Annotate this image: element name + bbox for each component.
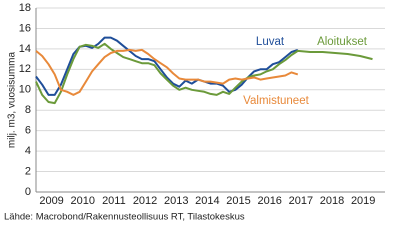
x-tick-label: 2011 — [102, 195, 126, 207]
series-label: Aloitukset — [317, 36, 368, 48]
x-tick-label: 2010 — [70, 195, 94, 207]
chart: milj. m3, vuosisumma Lähde: Macrobond/Ra… — [4, 2, 385, 223]
y-tick-label: 0 — [25, 186, 31, 198]
y-tick-label: 18 — [19, 2, 31, 14]
y-tick-label: 16 — [19, 22, 31, 34]
source-note: Lähde: Macrobond/Rakennusteollisuus RT, … — [4, 212, 245, 223]
x-tick-label: 2012 — [133, 195, 157, 207]
y-tick-label: 4 — [25, 145, 31, 157]
x-tick-label: 2014 — [195, 195, 219, 207]
series-line — [35, 42, 373, 105]
y-tick-label: 6 — [25, 125, 31, 137]
y-tick-label: 14 — [19, 43, 31, 55]
x-tick-label: 2019 — [351, 195, 375, 207]
x-tick-label: 2016 — [257, 195, 281, 207]
y-axis-label: milj. m3, vuosisumma — [7, 52, 18, 149]
x-tick-label: 2017 — [289, 195, 313, 207]
series-label: Valmistuneet — [243, 95, 309, 107]
x-tick-label: 2013 — [164, 195, 188, 207]
x-tick-label: 2015 — [226, 195, 250, 207]
y-tick-label: 10 — [19, 84, 31, 96]
series-line — [35, 48, 299, 96]
y-tick-label: 12 — [19, 63, 31, 75]
y-tick-label: 2 — [25, 165, 31, 177]
x-tick-label: 2009 — [39, 195, 63, 207]
y-tick-label: 8 — [25, 104, 31, 116]
series-label: Luvat — [256, 36, 285, 48]
x-tick-label: 2018 — [320, 195, 344, 207]
